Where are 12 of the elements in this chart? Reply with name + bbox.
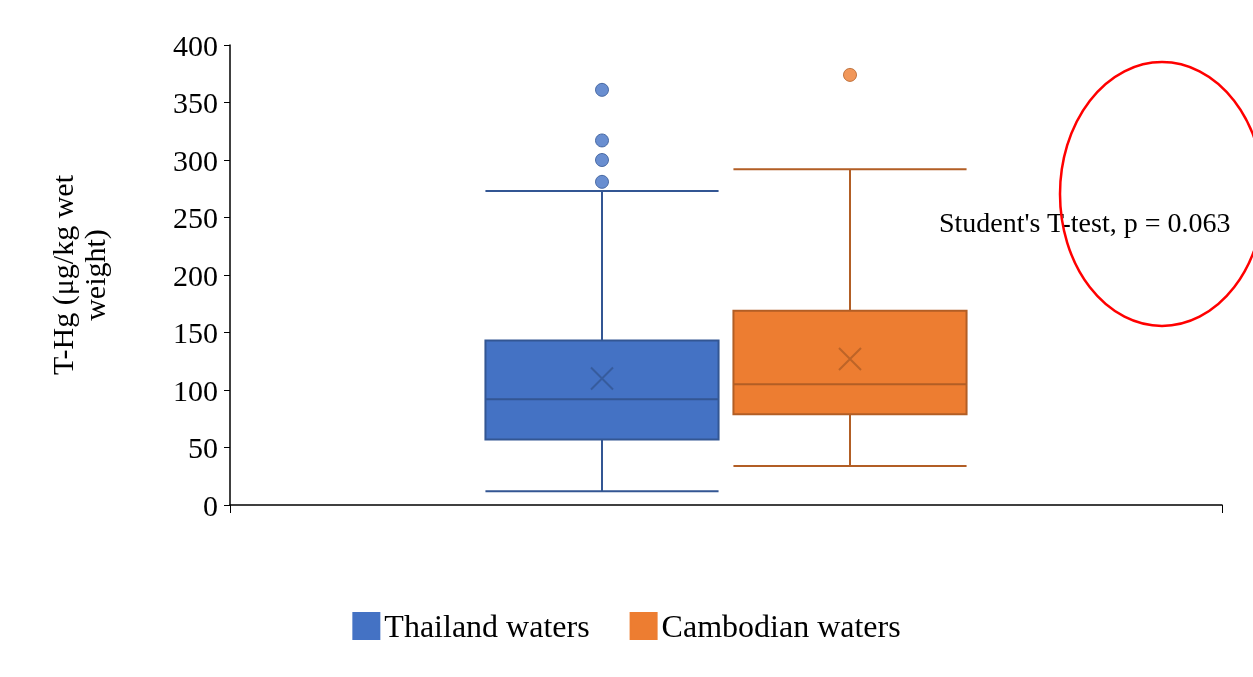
legend-label: Cambodian waters <box>661 608 901 644</box>
y-tick-label: 250 <box>173 201 218 234</box>
y-tick-label: 400 <box>173 28 218 62</box>
y-tick-label: 50 <box>188 431 218 464</box>
y-tick-label: 100 <box>173 373 218 407</box>
y-axis-title: T-Hg (μg/kg wet weight) <box>45 174 112 375</box>
legend-label: Thailand waters <box>384 608 590 644</box>
y-tick-label: 150 <box>173 316 218 349</box>
y-tick-label: 0 <box>203 488 218 522</box>
y-tick-label: 350 <box>173 86 218 119</box>
y-tick-label: 200 <box>173 258 218 292</box>
y-tick-label: 300 <box>173 143 218 177</box>
